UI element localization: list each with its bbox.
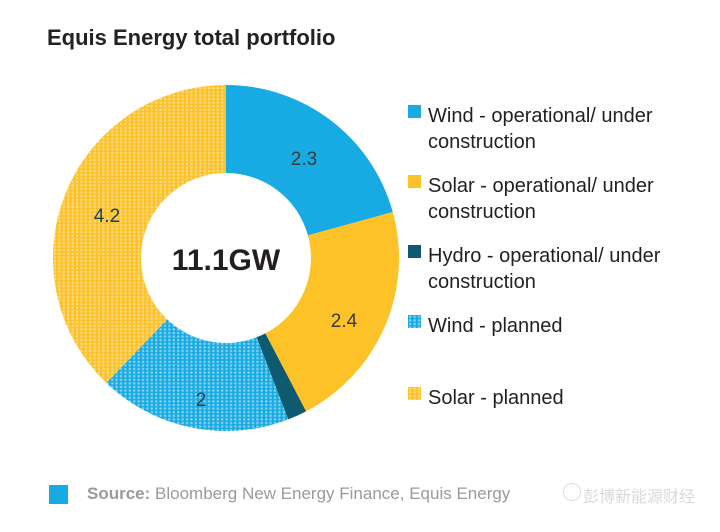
svg-text:2: 2 (196, 390, 207, 411)
svg-text:4.2: 4.2 (94, 206, 120, 227)
svg-text:2.4: 2.4 (331, 311, 358, 332)
svg-text:2.3: 2.3 (291, 149, 317, 170)
